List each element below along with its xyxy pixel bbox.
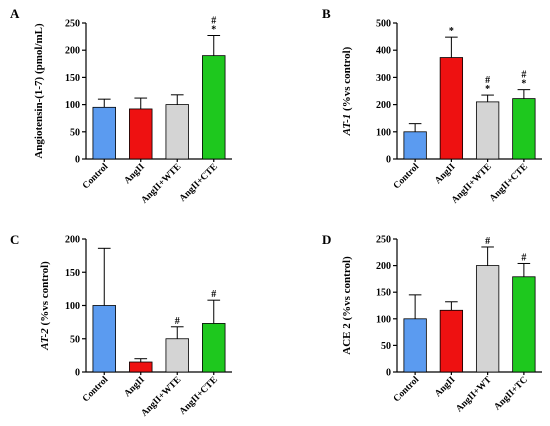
y-tick-label: 200 [376, 100, 391, 111]
x-category-label: AngII [123, 375, 147, 399]
x-category-label: AngII+CTE [178, 375, 220, 417]
y-tick-label: 150 [65, 268, 80, 279]
y-tick-label: 100 [376, 127, 391, 138]
y-tick-label: 0 [75, 155, 80, 166]
y-tick-label: 0 [75, 368, 80, 379]
bar-angii-wt [475, 265, 500, 373]
bar-control [92, 305, 116, 373]
significance-mark: * [211, 25, 216, 36]
y-tick-label: 250 [65, 19, 80, 30]
x-category-label: AngII [433, 162, 457, 186]
significance-mark: # [211, 289, 216, 300]
significance-mark: # [175, 316, 180, 327]
panel-letter: D [322, 232, 331, 247]
y-tick-label: 300 [376, 73, 391, 84]
y-tick-label: 400 [376, 46, 391, 57]
x-category-label: AngII [433, 375, 457, 399]
y-tick-label: 50 [70, 127, 80, 138]
bar-angii [129, 108, 153, 160]
y-axis-title: Angiotensin-(1-7) (pmol/mL) [33, 23, 45, 159]
x-category-label: AngII [123, 162, 147, 186]
y-axis-title-rest: (%vs control) [341, 46, 353, 113]
x-category-label: AngII+TC [493, 375, 531, 413]
bar-control [403, 318, 427, 373]
y-tick-label: 200 [65, 235, 80, 246]
x-category-label: Control [81, 375, 111, 405]
bar-control [92, 106, 116, 160]
bar-angii [129, 361, 153, 373]
panel-letter: B [322, 6, 331, 21]
significance-mark: # [521, 252, 526, 263]
y-tick-label: 50 [381, 341, 391, 352]
bar-angii-wte [475, 101, 500, 160]
y-axis-title-italic: AT-2 [39, 328, 51, 351]
y-tick-label: 200 [376, 261, 391, 272]
x-category-label: AngII+CTE [488, 162, 530, 204]
significance-mark: * [449, 26, 454, 37]
x-category-label: AngII+WT [454, 375, 494, 415]
x-category-label: AngII+CTE [178, 162, 220, 204]
significance-mark: # [485, 75, 490, 86]
significance-mark: # [485, 236, 490, 247]
chart-panel-c: C 0 50 100 150 200 AT-2 (%vs control) Control An… [10, 232, 232, 419]
bar-angii-wte [165, 338, 189, 373]
y-axis-title: AT-2 (%vs control) [39, 261, 51, 351]
y-axis-title: AT-1 (%vs control) [341, 46, 353, 136]
y-tick-label: 150 [65, 73, 80, 84]
bar-angii-cte [202, 323, 226, 373]
chart-panel-a: A 0 50 100 150 200 250 Angiotensin-(1-7) (pmol/… [10, 6, 232, 206]
bar-angii-cte [512, 98, 536, 160]
chart-panel-d: D 0 50 100 150 200 250 ACE 2 (%vs control) Contr… [322, 232, 542, 414]
y-axis-title: ACE 2 (%vs control) [341, 256, 353, 355]
y-tick-label: 500 [376, 19, 391, 30]
y-tick-label: 100 [65, 100, 80, 111]
y-tick-label: 0 [386, 155, 391, 166]
bar-angii-wte [165, 104, 189, 160]
panel-letter: A [10, 6, 20, 21]
bar-angii-cte [202, 55, 226, 160]
significance-mark: * [521, 79, 526, 90]
significance-mark: # [211, 16, 216, 27]
bar-control [403, 131, 427, 160]
y-tick-label: 100 [376, 314, 391, 325]
x-category-label: Control [81, 162, 111, 192]
y-tick-label: 200 [65, 46, 80, 57]
y-tick-label: 50 [70, 334, 80, 345]
y-tick-label: 250 [376, 235, 391, 246]
chart-panel-b: B 0 100 200 300 400 500 AT-1 (%vs control) Contr… [322, 6, 542, 206]
x-category-label: Control [392, 162, 422, 192]
bar-angii-tc [512, 276, 536, 373]
y-tick-label: 100 [65, 301, 80, 312]
y-axis-title-rest: (%vs control) [39, 261, 51, 328]
significance-mark: # [521, 70, 526, 81]
bar-angii [439, 309, 464, 373]
x-category-label: Control [392, 375, 422, 405]
y-tick-label: 150 [376, 288, 391, 299]
y-axis-title-italic: AT-1 [341, 114, 353, 137]
bar-angii [439, 57, 464, 160]
significance-mark: * [485, 84, 490, 95]
panel-letter: C [10, 232, 19, 247]
y-tick-label: 0 [386, 368, 391, 379]
